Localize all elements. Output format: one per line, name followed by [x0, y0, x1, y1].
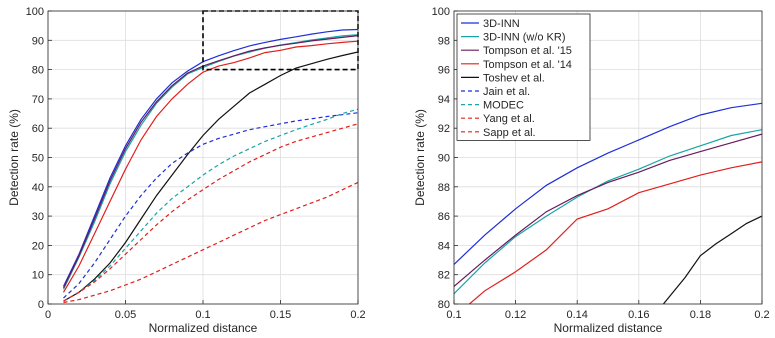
y-axis-label: Detection rate (%) — [413, 109, 427, 206]
legend-entry: 3D-INN — [483, 18, 520, 30]
series-line-tompson-et-al-15 — [62, 35, 358, 289]
legend-entry: Jain et al. — [483, 86, 530, 98]
y-tick-label: 70 — [32, 94, 44, 106]
series-line-toshev-et-al — [63, 51, 358, 302]
x-tick-label: 0.1 — [195, 309, 210, 321]
y-tick-label: 10 — [32, 270, 44, 282]
x-tick-label: 0.1 — [446, 309, 461, 321]
axes-frame — [453, 10, 763, 305]
series-group — [454, 102, 762, 304]
y-tick-label: 80 — [438, 299, 450, 311]
legend-entry: Tompson et al. '15 — [483, 45, 572, 57]
series-line-sapp-et-al — [63, 181, 358, 304]
x-tick-label: 0.12 — [505, 309, 526, 321]
x-axis-label: Normalized distance — [554, 321, 663, 335]
y-tick-label: 82 — [438, 270, 450, 282]
series-line-tompson-et-al-15 — [454, 133, 762, 287]
y-tick-label: 98 — [438, 35, 450, 47]
legend-entry: Toshev et al. — [483, 72, 545, 84]
y-tick-label: 30 — [32, 211, 44, 223]
y-axis-label: Detection rate (%) — [7, 109, 21, 206]
y-tick-label: 80 — [32, 65, 44, 77]
y-tick-label: 96 — [438, 65, 450, 77]
left-chart: 0 0.05 0.1 0.15 0.2 0 10 20 30 40 50 60 70 80 90 100 Nor… — [7, 6, 366, 335]
y-tick-label: 100 — [26, 6, 44, 18]
y-tick-label: 84 — [438, 240, 450, 252]
legend-entry: MODEC — [483, 100, 524, 112]
y-tick-label: 60 — [32, 123, 44, 135]
series-line-tompson-et-al-14 — [469, 161, 762, 304]
y-tick-label: 90 — [32, 35, 44, 47]
x-tick-label: 0.05 — [115, 309, 136, 321]
series-group — [62, 28, 358, 304]
legend-box — [456, 13, 591, 141]
x-tick-label: 0.16 — [628, 309, 649, 321]
series-line-3d-inn-w-o-kr — [454, 129, 762, 295]
y-tick-label: 0 — [38, 299, 44, 311]
x-tick-label: 0.15 — [270, 309, 291, 321]
series-line-modec — [63, 108, 358, 302]
series-line-yang-et-al — [63, 123, 358, 302]
y-tick-label: 92 — [438, 123, 450, 135]
x-tick-label: 0.18 — [690, 309, 711, 321]
series-line-jain-et-al — [63, 112, 358, 299]
legend-entry: Yang et al. — [483, 113, 535, 125]
y-tick-label: 50 — [32, 153, 44, 165]
axes-frame — [47, 10, 359, 305]
series-line-toshev-et-al — [662, 215, 762, 304]
x-axis-label: Normalized distance — [149, 321, 258, 335]
series-line-3d-inn — [454, 102, 762, 265]
x-tick-label: 0.2 — [350, 309, 365, 321]
series-line-3d-inn — [62, 28, 358, 287]
legend-entry: Sapp et al. — [483, 127, 536, 139]
y-tick-label: 88 — [438, 182, 450, 194]
x-tick-label: 0 — [45, 309, 51, 321]
y-tick-label: 40 — [32, 182, 44, 194]
y-tick-label: 94 — [438, 94, 450, 106]
series-line-3d-inn-w-o-kr — [62, 34, 358, 290]
right-chart: 0.1 0.12 0.14 0.16 0.18 0.2 80 82 84 86 88 90 92 94 96… — [413, 6, 770, 335]
legend-entry: 3D-INN (w/o KR) — [483, 32, 566, 44]
legend-entry: Tompson et al. '14 — [483, 59, 572, 71]
x-tick-label: 0.2 — [754, 309, 769, 321]
y-tick-label: 90 — [438, 153, 450, 165]
y-tick-label: 86 — [438, 211, 450, 223]
x-tick-label: 0.14 — [566, 309, 587, 321]
y-tick-label: 100 — [432, 6, 450, 18]
y-tick-label: 20 — [32, 240, 44, 252]
